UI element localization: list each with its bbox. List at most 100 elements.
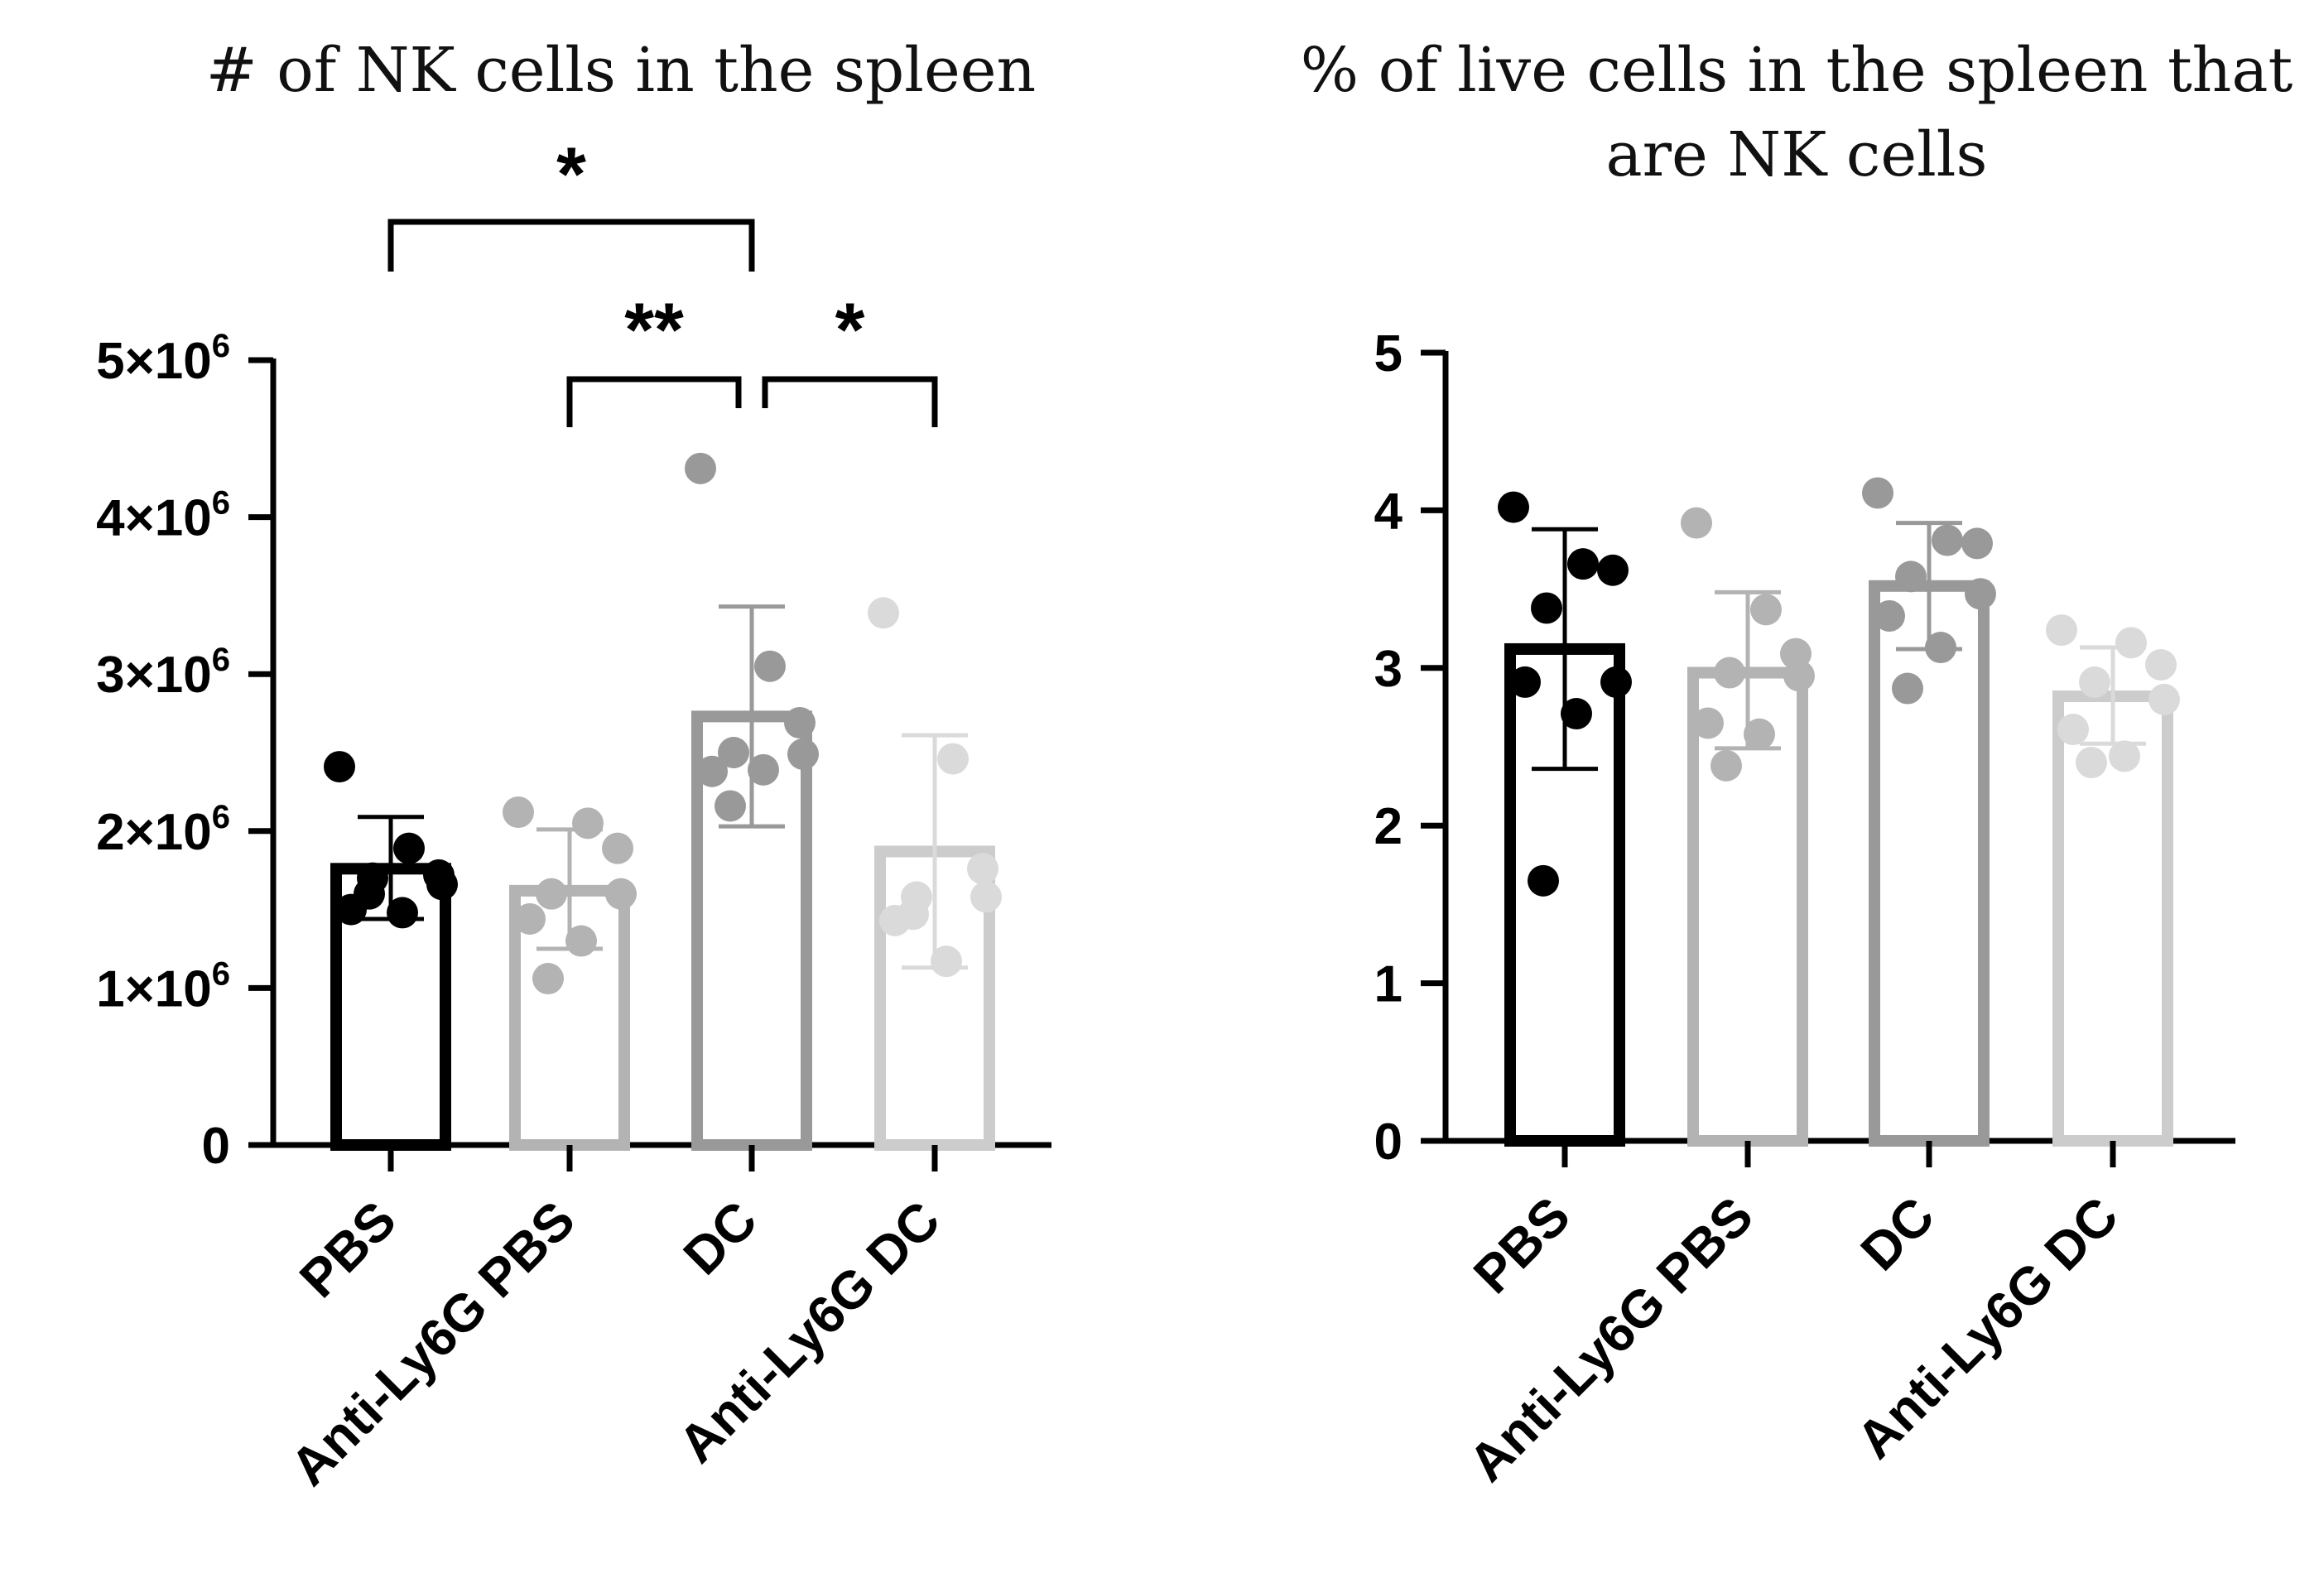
data-point xyxy=(754,650,786,682)
y-tick-label: 5 xyxy=(1374,325,1403,382)
data-point xyxy=(1892,672,1923,705)
error-bar-1 xyxy=(1532,527,1598,772)
significance-label: * xyxy=(556,132,586,217)
significance-label: ** xyxy=(624,288,684,373)
data-point xyxy=(1965,578,1996,610)
data-point xyxy=(602,832,633,864)
y-tick-mantissa: 2×10 xyxy=(96,804,212,861)
y-tick-mantissa: 4×10 xyxy=(96,490,212,547)
y-tick-exponent: 6 xyxy=(212,485,230,522)
data-point xyxy=(715,790,746,822)
data-point xyxy=(387,897,418,929)
y-tick-exponent: 6 xyxy=(212,328,230,364)
data-point xyxy=(1567,548,1599,580)
significance-bracket-1: * xyxy=(387,132,755,272)
data-point xyxy=(2115,627,2147,659)
data-point xyxy=(426,868,458,901)
data-point xyxy=(868,597,899,629)
error-bar-3 xyxy=(719,604,785,829)
y-tick-label: 3 xyxy=(1374,641,1403,698)
data-point xyxy=(1862,477,1893,509)
y-tick-label: 2×106 xyxy=(96,799,230,861)
data-point xyxy=(970,881,1002,913)
data-point xyxy=(787,738,819,770)
data-point xyxy=(1692,707,1724,739)
data-point xyxy=(1498,491,1529,523)
category-label: PBS xyxy=(288,1190,407,1309)
y-tick-mantissa: 3×10 xyxy=(96,647,212,704)
y-tick-label: 1 xyxy=(1374,956,1403,1013)
data-point xyxy=(1744,718,1775,750)
chart-title-line: # of NK cells in the spleen xyxy=(206,35,1036,106)
chart-title-line: % of live cells in the spleen that xyxy=(1301,35,2293,106)
y-tick-label: 4 xyxy=(1374,483,1403,540)
data-point xyxy=(1932,524,1963,556)
data-point xyxy=(2079,666,2110,698)
significance-bracket-2: ** xyxy=(566,288,742,427)
data-point xyxy=(1961,527,1993,560)
data-point xyxy=(1711,749,1742,782)
data-point xyxy=(565,925,597,957)
data-point xyxy=(393,832,425,864)
data-point xyxy=(605,878,637,910)
category-label: DC xyxy=(1850,1186,1946,1282)
bar-3 xyxy=(1869,580,1990,1147)
y-tick-label: 0 xyxy=(1374,1114,1403,1171)
data-point xyxy=(1714,657,1745,689)
data-point xyxy=(2057,714,2089,746)
data-point xyxy=(897,898,929,931)
data-point xyxy=(1509,666,1541,698)
y-tick-exponent: 6 xyxy=(212,799,230,835)
data-point xyxy=(354,878,385,910)
y-tick-label: 0 xyxy=(202,1118,230,1175)
data-point xyxy=(514,902,546,935)
data-point xyxy=(536,878,567,910)
data-point xyxy=(2109,740,2140,772)
data-point xyxy=(718,737,749,768)
data-point xyxy=(1925,632,1956,664)
category-label: DC xyxy=(672,1190,768,1286)
y-tick-mantissa: 1×10 xyxy=(96,960,212,1018)
data-point xyxy=(1561,698,1592,730)
data-point xyxy=(572,807,604,840)
data-point xyxy=(967,853,998,885)
chart-title-line: are NK cells xyxy=(1606,119,1988,190)
bracket-line xyxy=(566,376,742,427)
y-tick-mantissa: 5×10 xyxy=(96,333,212,390)
data-point xyxy=(2046,614,2077,647)
data-point xyxy=(2145,648,2177,681)
data-point xyxy=(324,751,355,783)
significance-label: * xyxy=(835,288,865,373)
data-point xyxy=(1597,554,1629,586)
error-bar-2 xyxy=(1715,589,1781,751)
data-point xyxy=(1681,507,1712,539)
data-point xyxy=(1783,660,1815,692)
category-label: PBS xyxy=(1462,1186,1581,1305)
data-point xyxy=(2076,747,2107,779)
y-tick-exponent: 6 xyxy=(212,642,230,678)
y-tick-label: 5×106 xyxy=(96,328,230,390)
significance-bracket-3: * xyxy=(762,288,938,427)
data-point xyxy=(532,963,564,995)
data-point xyxy=(1528,864,1559,897)
data-point xyxy=(748,753,779,786)
data-point xyxy=(937,743,969,775)
data-point xyxy=(685,452,716,484)
data-point xyxy=(1874,599,1905,632)
data-point xyxy=(1895,560,1927,593)
y-tick-label: 1×106 xyxy=(96,955,230,1018)
bracket-line xyxy=(762,376,938,427)
data-point xyxy=(931,945,962,978)
data-point xyxy=(784,706,816,738)
chart-nk-cell-count: # of NK cells in the spleen01×1062×1063×… xyxy=(96,35,1051,1497)
chart-nk-cell-percent: % of live cells in the spleen that are NK… xyxy=(1301,35,2293,1493)
data-point xyxy=(1600,666,1632,698)
data-point xyxy=(1750,594,1782,626)
data-point xyxy=(696,755,728,787)
y-tick-label: 3×106 xyxy=(96,642,230,704)
y-tick-exponent: 6 xyxy=(212,955,230,992)
data-point xyxy=(1531,592,1562,624)
data-point xyxy=(503,796,534,829)
data-point xyxy=(2148,683,2180,715)
